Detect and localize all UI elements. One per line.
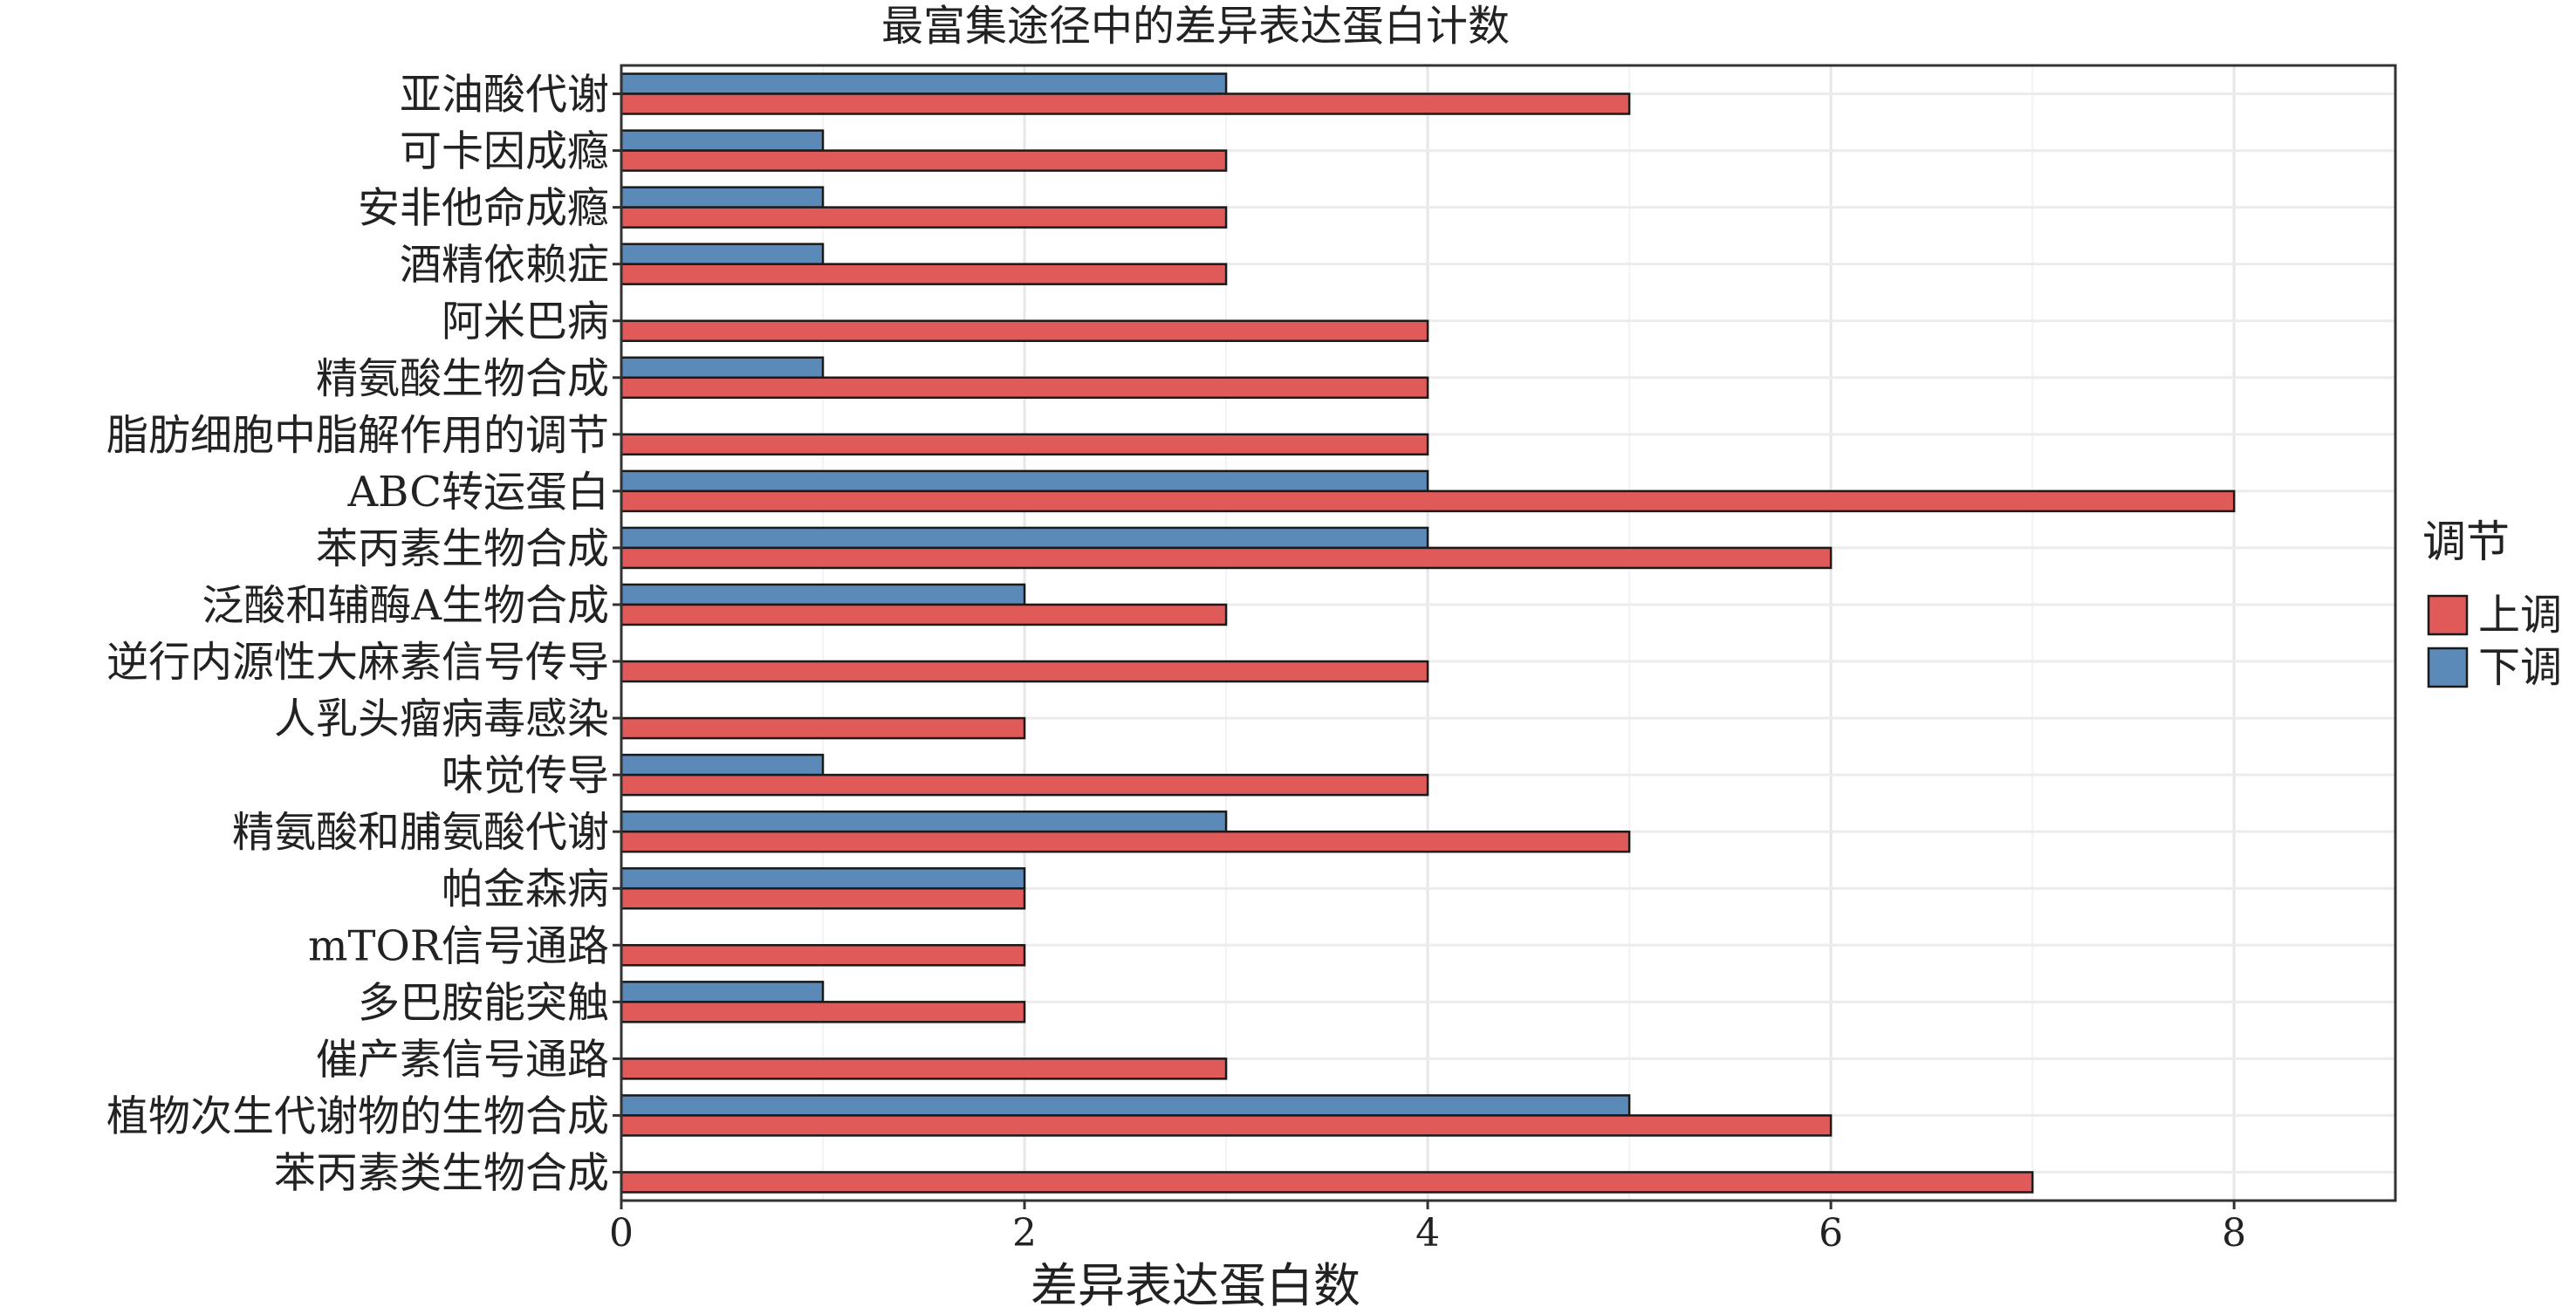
bar-up-regulated [620,376,1429,400]
chart-title: 最富集途径中的差异表达蛋白计数 [881,2,1510,51]
y-tick-label: 逆行内源性大麻素信号传导 [106,638,609,687]
y-tick-label: 脂肪细胞中脂解作用的调节 [106,411,609,460]
legend-key [2427,594,2469,636]
y-tick-label: 精氨酸和脯氨酸代谢 [232,808,609,857]
bar-up-regulated [620,1171,2034,1194]
bar-down-regulated [620,583,1026,606]
bar-down-regulated [620,526,1429,550]
y-tick-label: 苯丙素类生物合成 [274,1148,609,1197]
legend-label: 上调 [2478,591,2562,640]
bar-down-regulated [620,810,1228,833]
bar-up-regulated [620,263,1228,285]
bar-down-regulated [620,866,1026,890]
y-tick-label: 安非他命成瘾 [358,184,609,233]
bar-up-regulated [620,660,1429,683]
y-tick-label: 亚油酸代谢 [400,71,609,120]
x-tick-label: 0 [609,1211,634,1256]
bar-down-regulated [620,753,825,777]
legend-title: 调节 [2422,517,2510,567]
bar-up-regulated [620,149,1228,172]
bar-up-regulated [620,489,2236,513]
legend-label: 下调 [2478,643,2562,692]
bar-up-regulated [620,773,1429,797]
bar-down-regulated [620,981,825,1003]
y-tick-label: 泛酸和辅酶A生物合成 [202,581,609,630]
y-tick-label: 人乳头瘤病毒感染 [274,695,609,743]
bar-up-regulated [620,716,1026,740]
y-tick-label: 植物次生代谢物的生物合成 [106,1092,609,1140]
bar-down-regulated [620,243,825,265]
bar-up-regulated [620,433,1429,456]
bar-up-regulated [620,944,1026,967]
bar-up-regulated [620,92,1631,115]
legend-key [2427,647,2469,688]
y-tick-label: 多巴胺能突触 [358,978,609,1027]
bar-down-regulated [620,469,1429,493]
y-tick-label: 味觉传导 [442,751,609,800]
bar-up-regulated [620,830,1631,853]
y-tick-label: mTOR信号通路 [308,921,609,970]
y-tick-label: 酒精依赖症 [400,241,609,290]
x-tick-label: 8 [2222,1211,2246,1256]
y-tick-label: 可卡因成瘾 [400,127,609,176]
y-tick-label: 催产素信号通路 [316,1035,609,1084]
y-tick-label: ABC转运蛋白 [346,468,609,517]
x-axis-title: 差异表达蛋白数 [1031,1258,1360,1313]
y-tick-label: 阿米巴病 [442,298,609,346]
bar-up-regulated [620,1057,1228,1080]
bar-down-regulated [620,72,1228,95]
y-tick-label: 帕金森病 [442,865,609,914]
x-tick-label: 2 [1012,1211,1037,1256]
plot-border [620,64,2397,1202]
plot-area: 亚油酸代谢可卡因成瘾安非他命成瘾酒精依赖症阿米巴病精氨酸生物合成脂肪细胞中脂解作… [106,64,2397,1256]
bar-up-regulated [620,1114,1833,1137]
plot-panel [621,65,2395,1201]
y-tick-label: 精氨酸生物合成 [316,354,609,403]
bar-down-regulated [620,186,825,209]
bar-up-regulated [620,1001,1026,1023]
bar-up-regulated [620,546,1833,570]
bar-up-regulated [620,886,1026,910]
x-tick-label: 6 [1819,1211,1843,1256]
bar-up-regulated [620,603,1228,626]
x-tick-label: 4 [1415,1211,1440,1256]
y-tick-label: 苯丙素生物合成 [316,524,609,573]
bar-down-regulated [620,1094,1631,1117]
bar-down-regulated [620,356,825,380]
bar-down-regulated [620,129,825,152]
bar-up-regulated [620,206,1228,229]
bar-up-regulated [620,319,1429,342]
